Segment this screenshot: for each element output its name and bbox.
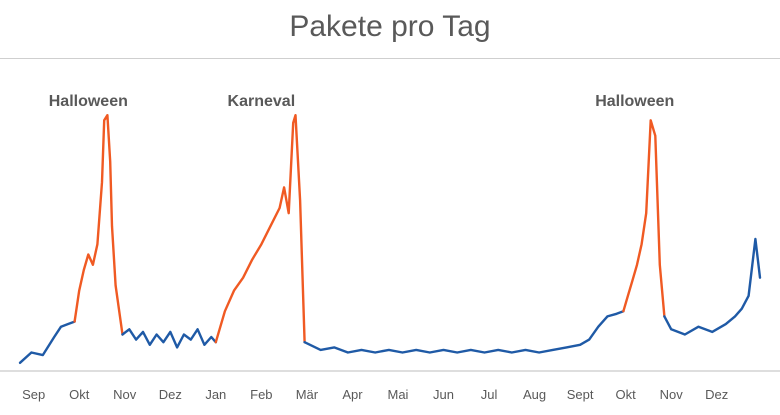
x-tick-label: Dez xyxy=(159,387,182,402)
series-line-1 xyxy=(18,320,76,364)
title-divider xyxy=(0,58,780,59)
x-tick-label: Feb xyxy=(250,387,272,402)
x-tick-label: Okt xyxy=(616,387,637,402)
x-tick-label: Jun xyxy=(433,387,454,402)
x-tick-label: Dez xyxy=(705,387,728,402)
x-tick-label: Sep xyxy=(22,387,45,402)
x-tick-label: Mai xyxy=(387,387,408,402)
series-line-7 xyxy=(663,237,762,336)
x-tick-label: Okt xyxy=(69,387,90,402)
x-tick-label: Mär xyxy=(296,387,319,402)
x-tick-label: Apr xyxy=(342,387,363,402)
series-line-4 xyxy=(214,113,306,344)
x-tick-label: Nov xyxy=(113,387,137,402)
x-tick-label: Jan xyxy=(205,387,226,402)
series-line-2 xyxy=(73,113,124,336)
x-tick-label: Aug xyxy=(523,387,546,402)
annotation-label: Halloween xyxy=(595,93,674,110)
annotation-label: Karneval xyxy=(228,93,296,110)
x-tick-label: Nov xyxy=(660,387,684,402)
series-line-5 xyxy=(303,310,625,354)
series-line-3 xyxy=(121,328,218,349)
x-tick-label: Sept xyxy=(567,387,594,402)
x-tick-label: Jul xyxy=(481,387,498,402)
chart-title: Pakete pro Tag xyxy=(289,10,491,43)
annotation-label: Halloween xyxy=(49,93,128,110)
series-line-6 xyxy=(622,119,666,318)
